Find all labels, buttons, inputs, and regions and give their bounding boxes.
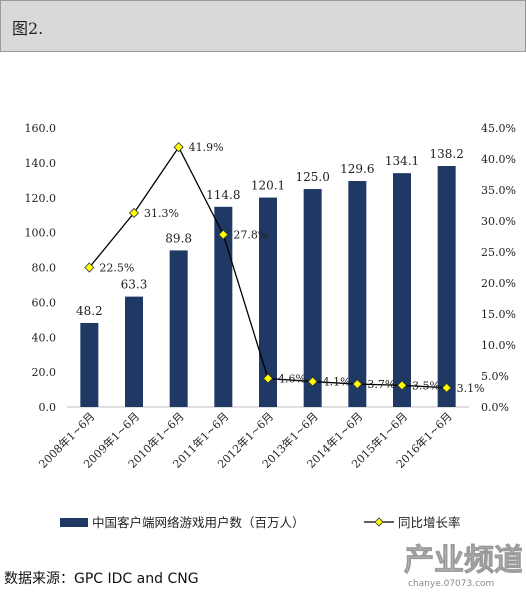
growth-rate-point [441,382,452,393]
growth-rate-label: 3.5% [412,379,440,392]
bar [80,322,99,407]
bar-data-label: 134.1 [385,154,419,168]
growth-rate-point [218,229,229,240]
bar [393,173,411,407]
y-left-tick-label: 120.0 [25,192,57,205]
growth-rate-point [307,376,318,387]
growth-rate-point [396,380,408,391]
bar-data-label: 63.3 [121,278,148,292]
growth-rate-label: 4.1% [323,376,351,389]
growth-rate-point [352,378,363,390]
bar [303,189,322,407]
growth-rate-point [262,373,274,384]
y-right-tick-label: 0.0% [481,401,509,414]
y-left-tick-label: 0.0 [39,401,57,414]
y-left-tick-label: 60.0 [32,296,57,309]
y-left-tick-label: 80.0 [32,262,57,275]
growth-rate-point [128,207,140,219]
growth-rate-point [84,262,95,273]
bar-data-label: 89.8 [165,231,192,245]
bar [214,206,233,407]
growth-rate-label: 27.8% [233,229,268,242]
y-left-tick-label: 100.0 [25,227,57,240]
y-left-tick-label: 140.0 [25,157,57,170]
legend-bar-swatch [60,518,88,527]
figure-title: 图2. [12,19,44,38]
y-right-tick-label: 20.0% [481,277,516,290]
watermark-text: 产业频道 [404,543,522,578]
growth-rate-point [173,142,184,153]
bar-data-label: 129.6 [340,162,374,176]
figure-header: 图2. [0,0,526,52]
watermark-logo: 产业频道 chanye.07073.com [400,536,525,590]
legend-bar-label: 中国客户端网络游戏用户数（百万人） [92,515,305,530]
bar [125,296,143,407]
y-right-tick-label: 45.0% [481,122,516,135]
bar [348,181,367,407]
bar-data-label: 114.8 [206,188,240,202]
bar-data-label: 48.2 [76,304,103,318]
y-left-tick-label: 160.0 [25,122,57,135]
y-right-tick-label: 30.0% [481,215,516,228]
bar [259,197,277,407]
growth-rate-label: 41.9% [189,141,224,154]
growth-rate-label: 31.3% [144,207,179,220]
bar [437,166,456,407]
y-right-tick-label: 5.0% [481,370,509,383]
bar-data-label: 125.0 [295,170,329,184]
y-left-tick-label: 40.0 [32,331,57,344]
y-right-tick-label: 40.0% [481,153,516,166]
growth-rate-label: 3.7% [367,378,395,391]
data-source-note: 数据来源：GPC IDC and CNG [4,571,199,587]
combo-chart: 0.0 20.0 40.0 60.0 80.0 100.0 120.0 140.0 160.0 0… [25,122,516,530]
legend-line-marker [374,517,384,527]
y-right-tick-label: 10.0% [481,339,516,352]
growth-rate-label: 22.5% [99,262,134,275]
y-left-tick-label: 20.0 [32,366,57,379]
legend-line-label: 同比增长率 [398,515,461,530]
growth-rate-label: 4.6% [278,372,306,385]
growth-rate-label: 3.1% [457,382,485,395]
bar-data-label: 138.2 [429,147,463,161]
bar [169,250,188,407]
y-right-tick-label: 25.0% [481,246,516,259]
y-right-tick-label: 15.0% [481,308,516,321]
bar-data-label: 120.1 [251,179,285,193]
watermark-subtext: chanye.07073.com [408,579,494,589]
y-right-tick-label: 35.0% [481,184,516,197]
